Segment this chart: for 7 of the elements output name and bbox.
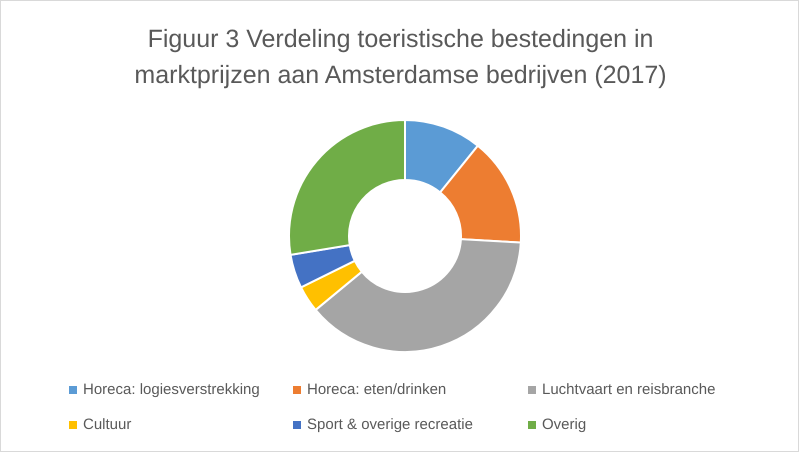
legend-label: Overig xyxy=(542,416,586,433)
legend-label: Horeca: eten/drinken xyxy=(307,381,446,398)
legend-label: Sport & overige recreatie xyxy=(307,416,473,433)
legend-label: Luchtvaart en reisbranche xyxy=(542,381,716,398)
legend-label: Cultuur xyxy=(83,416,132,433)
chart-title: Figuur 3 Verdeling toeristische bestedingen in marktprijzen aan Amsterdamse bedrijven (2017) xyxy=(133,24,668,91)
legend-label: Horeca: logiesverstrekking xyxy=(83,381,260,398)
